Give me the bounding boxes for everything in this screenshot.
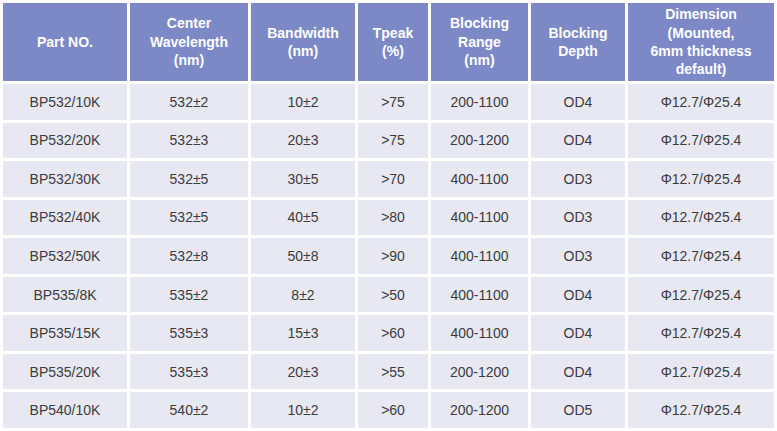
table-cell: >70 [358, 161, 428, 197]
table-cell: 532±5 [130, 161, 248, 197]
table-row: BP532/40K532±540±5>80400-1100OD3Φ12.7/Φ2… [3, 200, 774, 236]
table-cell: 400-1100 [431, 238, 528, 274]
table-cell: OD3 [531, 200, 625, 236]
table-row: BP532/50K532±850±8>90400-1100OD3Φ12.7/Φ2… [3, 238, 774, 274]
table-cell: >75 [358, 84, 428, 120]
table-cell: 535±3 [130, 315, 248, 351]
table-cell: Φ12.7/Φ25.4 [628, 84, 774, 120]
table-cell: 535±2 [130, 277, 248, 313]
column-header-1: Center Wavelength (nm) [130, 3, 248, 81]
column-header-2: Bandwidth (nm) [251, 3, 355, 81]
table-cell: 20±3 [251, 123, 355, 159]
table-cell: 400-1100 [431, 277, 528, 313]
table-cell: 400-1100 [431, 161, 528, 197]
table-row: BP535/8K535±28±2>50400-1100OD4Φ12.7/Φ25.… [3, 277, 774, 313]
table-cell: BP532/10K [3, 84, 127, 120]
table-cell: >75 [358, 123, 428, 159]
table-cell: >60 [358, 392, 428, 428]
table-cell: BP540/10K [3, 392, 127, 428]
table-cell: Φ12.7/Φ25.4 [628, 238, 774, 274]
table-cell: Φ12.7/Φ25.4 [628, 277, 774, 313]
table-cell: OD4 [531, 123, 625, 159]
table-cell: 532±5 [130, 200, 248, 236]
table-cell: 40±5 [251, 200, 355, 236]
table-cell: BP532/20K [3, 123, 127, 159]
table-row: BP535/15K535±315±3>60400-1100OD4Φ12.7/Φ2… [3, 315, 774, 351]
table-cell: BP535/15K [3, 315, 127, 351]
table-cell: 200-1200 [431, 123, 528, 159]
column-header-6: Dimension (Mounted, 6mm thickness defaul… [628, 3, 774, 81]
table-cell: Φ12.7/Φ25.4 [628, 392, 774, 428]
table-cell: Φ12.7/Φ25.4 [628, 200, 774, 236]
table-cell: >50 [358, 277, 428, 313]
table-cell: BP532/30K [3, 161, 127, 197]
table-cell: 532±8 [130, 238, 248, 274]
table-cell: >55 [358, 354, 428, 390]
table-cell: 8±2 [251, 277, 355, 313]
table-cell: OD3 [531, 161, 625, 197]
table-cell: 200-1100 [431, 84, 528, 120]
table-cell: >90 [358, 238, 428, 274]
column-header-3: Tpeak (%) [358, 3, 428, 81]
table-cell: OD4 [531, 315, 625, 351]
table-cell: >60 [358, 315, 428, 351]
spec-table: Part NO.Center Wavelength (nm)Bandwidth … [0, 0, 777, 431]
table-cell: OD4 [531, 277, 625, 313]
table-cell: 532±2 [130, 84, 248, 120]
table-cell: OD4 [531, 354, 625, 390]
table-cell: BP535/8K [3, 277, 127, 313]
column-header-0: Part NO. [3, 3, 127, 81]
spec-table-body: BP532/10K532±210±2>75200-1100OD4Φ12.7/Φ2… [3, 84, 774, 428]
table-cell: 50±8 [251, 238, 355, 274]
column-header-5: Blocking Depth [531, 3, 625, 81]
table-cell: OD3 [531, 238, 625, 274]
table-cell: Φ12.7/Φ25.4 [628, 123, 774, 159]
table-cell: BP532/40K [3, 200, 127, 236]
table-cell: 200-1200 [431, 392, 528, 428]
table-row: BP532/10K532±210±2>75200-1100OD4Φ12.7/Φ2… [3, 84, 774, 120]
table-cell: 400-1100 [431, 200, 528, 236]
table-cell: Φ12.7/Φ25.4 [628, 315, 774, 351]
spec-table-header: Part NO.Center Wavelength (nm)Bandwidth … [3, 3, 774, 81]
table-cell: Φ12.7/Φ25.4 [628, 354, 774, 390]
table-cell: BP532/50K [3, 238, 127, 274]
table-row: BP540/10K540±210±2>60200-1200OD5Φ12.7/Φ2… [3, 392, 774, 428]
table-cell: 532±3 [130, 123, 248, 159]
header-row: Part NO.Center Wavelength (nm)Bandwidth … [3, 3, 774, 81]
table-row: BP535/20K535±320±3>55200-1200OD4Φ12.7/Φ2… [3, 354, 774, 390]
table-cell: 15±3 [251, 315, 355, 351]
table-cell: 535±3 [130, 354, 248, 390]
table-cell: BP535/20K [3, 354, 127, 390]
table-cell: 30±5 [251, 161, 355, 197]
table-row: BP532/20K532±320±3>75200-1200OD4Φ12.7/Φ2… [3, 123, 774, 159]
table-cell: 10±2 [251, 392, 355, 428]
table-cell: Φ12.7/Φ25.4 [628, 161, 774, 197]
table-cell: 400-1100 [431, 315, 528, 351]
column-header-4: Blocking Range (nm) [431, 3, 528, 81]
table-cell: 540±2 [130, 392, 248, 428]
table-cell: OD4 [531, 84, 625, 120]
table-cell: OD5 [531, 392, 625, 428]
table-cell: 10±2 [251, 84, 355, 120]
table-row: BP532/30K532±530±5>70400-1100OD3Φ12.7/Φ2… [3, 161, 774, 197]
table-cell: 200-1200 [431, 354, 528, 390]
table-cell: >80 [358, 200, 428, 236]
table-cell: 20±3 [251, 354, 355, 390]
